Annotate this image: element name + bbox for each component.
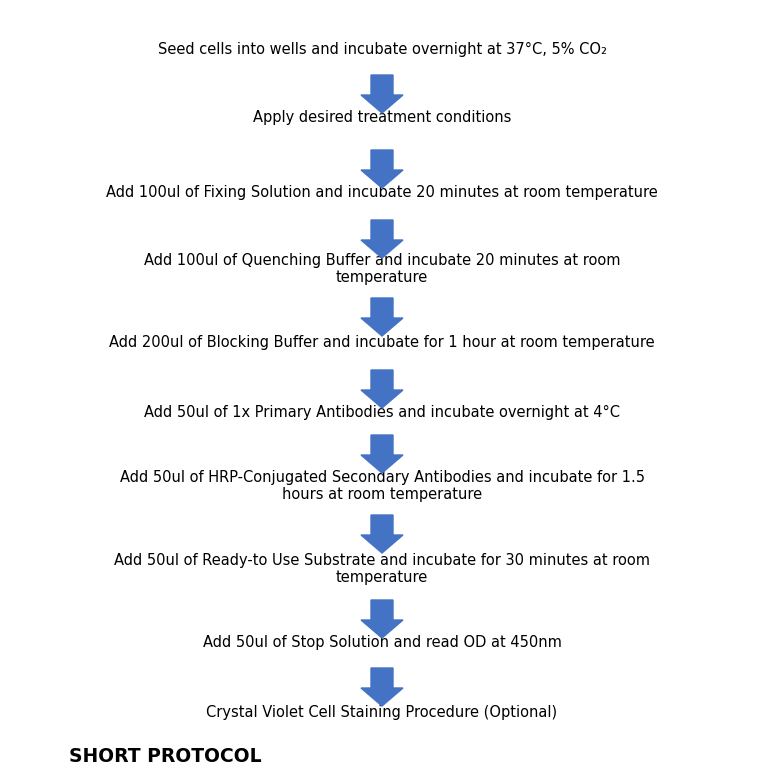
Text: Apply desired treatment conditions: Apply desired treatment conditions [253,110,511,125]
Text: Add 50ul of Stop Solution and read OD at 450nm: Add 50ul of Stop Solution and read OD at… [202,635,562,650]
Text: Seed cells into wells and incubate overnight at 37°C, 5% CO₂: Seed cells into wells and incubate overn… [157,42,607,57]
FancyArrow shape [361,600,403,638]
Text: SHORT PROTOCOL: SHORT PROTOCOL [69,747,261,764]
FancyArrow shape [361,515,403,553]
Text: Add 50ul of Ready-to Use Substrate and incubate for 30 minutes at room
temperatu: Add 50ul of Ready-to Use Substrate and i… [114,553,650,585]
Text: Add 100ul of Fixing Solution and incubate 20 minutes at room temperature: Add 100ul of Fixing Solution and incubat… [106,185,658,200]
Text: Add 200ul of Blocking Buffer and incubate for 1 hour at room temperature: Add 200ul of Blocking Buffer and incubat… [109,335,655,350]
Text: Add 100ul of Quenching Buffer and incubate 20 minutes at room
temperature: Add 100ul of Quenching Buffer and incuba… [144,253,620,286]
FancyArrow shape [361,435,403,473]
Text: Crystal Violet Cell Staining Procedure (Optional): Crystal Violet Cell Staining Procedure (… [206,705,558,720]
FancyArrow shape [361,150,403,188]
Text: Add 50ul of HRP-Conjugated Secondary Antibodies and incubate for 1.5
hours at ro: Add 50ul of HRP-Conjugated Secondary Ant… [119,470,645,503]
FancyArrow shape [361,75,403,113]
FancyArrow shape [361,668,403,706]
FancyArrow shape [361,298,403,336]
FancyArrow shape [361,370,403,408]
Text: Add 50ul of 1x Primary Antibodies and incubate overnight at 4°C: Add 50ul of 1x Primary Antibodies and in… [144,405,620,420]
FancyArrow shape [361,220,403,258]
